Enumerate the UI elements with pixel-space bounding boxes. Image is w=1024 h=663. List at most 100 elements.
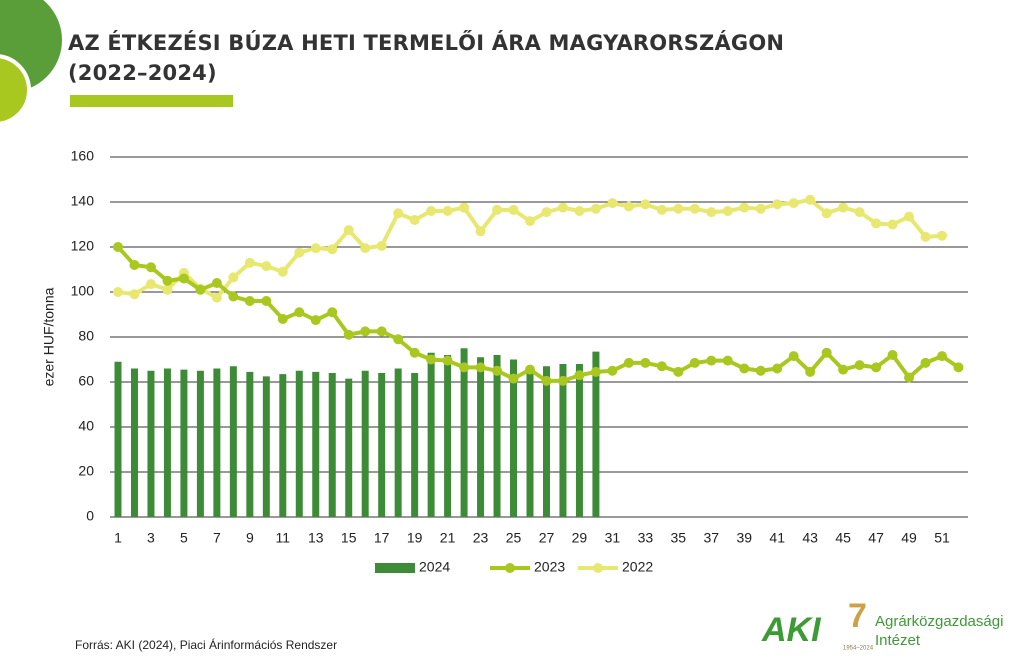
marker [854, 360, 865, 371]
marker [920, 357, 931, 368]
line [117, 197, 943, 301]
legend-label: 2022 [622, 559, 653, 575]
marker [656, 204, 667, 215]
bar [460, 348, 468, 517]
marker [393, 208, 404, 219]
x-tick-label: 33 [638, 530, 654, 546]
marker [129, 289, 140, 300]
bar [295, 370, 303, 517]
marker [673, 366, 684, 377]
x-tick-label: 5 [180, 530, 188, 546]
y-tick-label: 60 [78, 373, 94, 389]
x-tick-label: 15 [341, 530, 357, 546]
marker [162, 275, 173, 286]
marker [244, 257, 255, 268]
marker [475, 226, 486, 237]
y-tick-label: 40 [78, 418, 94, 434]
legend-swatch [505, 563, 515, 573]
marker [442, 206, 453, 216]
marker [805, 194, 816, 205]
marker [145, 279, 156, 290]
marker [739, 202, 750, 213]
marker [360, 326, 371, 337]
line [116, 245, 960, 383]
marker [492, 365, 503, 376]
marker [607, 365, 618, 376]
marker [871, 362, 882, 373]
marker [459, 202, 470, 213]
marker [574, 206, 585, 216]
marker [343, 329, 354, 340]
marker [426, 354, 437, 365]
marker [557, 375, 568, 386]
marker [277, 314, 288, 324]
x-tick-label: 9 [246, 530, 254, 546]
marker [821, 347, 832, 358]
x-tick-label: 35 [671, 530, 687, 546]
chart-title: AZ ÉTKEZÉSI BÚZA HETI TERMELŐI ÁRA MAGYA… [68, 31, 785, 85]
bar [345, 378, 353, 517]
bar [130, 368, 138, 517]
x-tick-label: 3 [147, 530, 155, 546]
x-tick-label: 29 [572, 530, 588, 546]
bar [361, 370, 369, 517]
marker [393, 334, 404, 345]
marker [145, 262, 156, 273]
bar [147, 370, 155, 517]
marker [178, 273, 189, 284]
marker [689, 203, 700, 214]
decor-circle [0, 54, 31, 126]
marker [904, 211, 915, 222]
marker [525, 216, 535, 227]
marker [689, 357, 700, 368]
marker [211, 278, 222, 288]
marker [327, 307, 338, 318]
bar [196, 370, 204, 517]
marker [228, 272, 239, 283]
marker [426, 206, 437, 216]
marker [376, 326, 387, 337]
marker [294, 247, 305, 258]
x-tick-label: 21 [440, 530, 456, 546]
marker [492, 204, 503, 215]
bar [411, 373, 419, 517]
marker [590, 366, 601, 377]
x-tick-label: 49 [901, 530, 917, 546]
marker [706, 355, 717, 366]
marker [788, 351, 799, 362]
bar [328, 373, 336, 517]
marker [360, 243, 371, 254]
marker [772, 363, 783, 374]
legend-swatch [375, 563, 415, 573]
marker [739, 363, 750, 374]
marker [541, 207, 552, 218]
y-tick-label: 140 [71, 193, 95, 209]
marker [755, 203, 766, 214]
bar [114, 361, 122, 517]
marker [310, 243, 321, 254]
y-tick-label: 120 [71, 238, 95, 254]
marker [129, 260, 140, 270]
x-tick-label: 39 [736, 530, 752, 546]
bar [477, 357, 485, 517]
bar [312, 371, 320, 517]
x-tick-label: 27 [539, 530, 555, 546]
marker [937, 351, 947, 362]
marker [623, 201, 634, 212]
marker [673, 203, 684, 214]
marker [722, 206, 733, 216]
x-tick-label: 7 [213, 530, 221, 546]
marker [261, 261, 272, 272]
y-tick-label: 100 [71, 283, 95, 299]
legend-label: 2024 [419, 559, 450, 575]
x-tick-label: 45 [835, 530, 851, 546]
x-tick-label: 47 [868, 530, 884, 546]
marker [887, 219, 898, 230]
logo-mark: 7 [848, 597, 867, 635]
marker [640, 357, 651, 368]
bar [378, 373, 386, 517]
bar [575, 364, 583, 517]
marker [772, 199, 783, 210]
logo-box [745, 598, 1024, 663]
